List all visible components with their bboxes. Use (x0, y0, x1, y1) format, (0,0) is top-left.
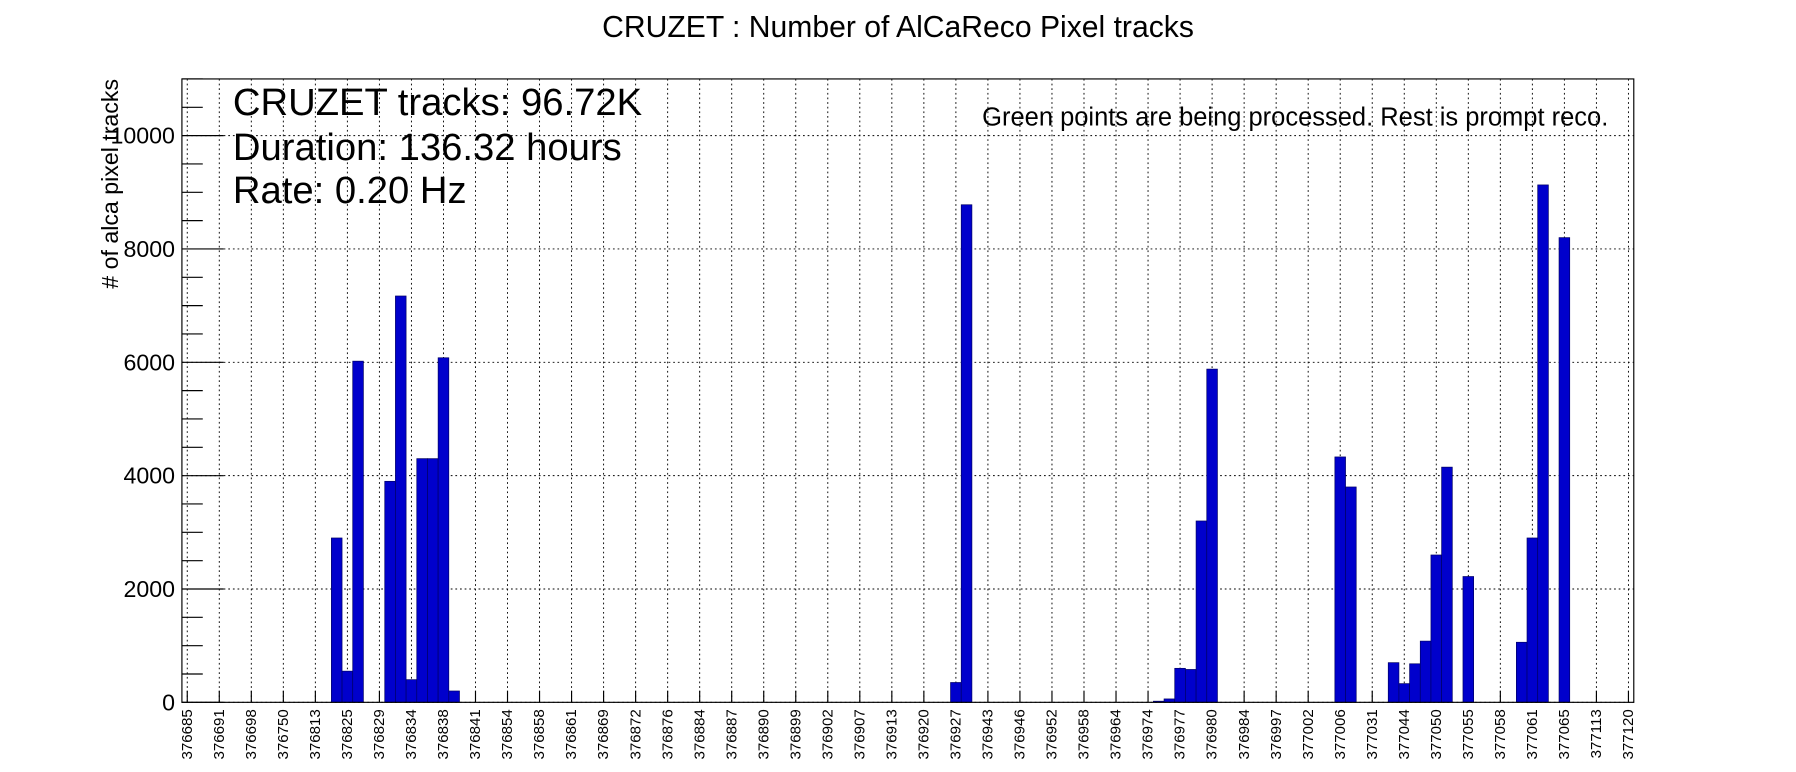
x-tick-label: 377061 (1524, 709, 1541, 759)
bar (1441, 466, 1453, 703)
bar (1462, 576, 1474, 703)
bar (395, 295, 407, 703)
bar (1387, 662, 1400, 703)
bar (384, 480, 396, 703)
x-tick-label: 376974 (1140, 709, 1157, 759)
x-tick-label: 376946 (1012, 709, 1029, 759)
x-tick-label: 376834 (403, 709, 420, 759)
x-tick-label: 377031 (1364, 709, 1381, 759)
x-tick-label: 376902 (819, 709, 836, 759)
x-tick-label: 376858 (531, 709, 548, 759)
x-tick-label: 377055 (1460, 709, 1477, 759)
x-tick-label: 376887 (723, 709, 740, 759)
bar (1195, 520, 1208, 703)
x-tick-label: 376884 (691, 709, 708, 759)
x-tick-label: 376964 (1108, 709, 1125, 759)
bar (1558, 237, 1571, 703)
x-tick-label: 376977 (1172, 709, 1189, 759)
x-tick-label: 376872 (627, 709, 644, 759)
x-tick-label: 376861 (563, 709, 580, 759)
x-tick-label: 376927 (948, 709, 965, 759)
x-tick-label: 376943 (980, 709, 997, 759)
frame (181, 78, 1635, 703)
y-tick-label: 4000 (123, 463, 175, 489)
x-tick-label: 377050 (1428, 709, 1445, 759)
bar (1419, 640, 1432, 703)
x-tick-label: 376920 (915, 709, 932, 759)
x-tick-label: 376854 (499, 709, 516, 759)
x-tick-label: 376899 (787, 709, 804, 759)
bar (427, 458, 439, 703)
bar (1334, 456, 1346, 703)
y-tick-label: 10000 (111, 123, 175, 149)
bar (352, 360, 364, 703)
x-tick-label: 376980 (1204, 709, 1221, 759)
stats-line: Rate: 0.20 Hz (233, 169, 467, 212)
x-tick-label: 377120 (1620, 709, 1637, 759)
x-tick-label: 376829 (371, 709, 388, 759)
x-tick-label: 376997 (1268, 709, 1285, 759)
bar (1430, 554, 1442, 703)
bar (1409, 663, 1421, 703)
x-tick-label: 376913 (883, 709, 900, 759)
x-tick-label: 376750 (275, 709, 292, 759)
y-tick-label: 2000 (123, 576, 175, 602)
x-tick-label: 377002 (1300, 709, 1317, 759)
x-tick-label: 376841 (467, 709, 484, 759)
x-tick-label: 377058 (1492, 709, 1509, 759)
plot-area: 376685 376691 376698 376750 376813 376825 3768… (111, 78, 1637, 759)
x-tick-label: 376907 (851, 709, 868, 759)
x-tick-label: 376869 (595, 709, 612, 759)
bar (1206, 368, 1218, 703)
bar (960, 204, 973, 703)
bar (1537, 184, 1549, 703)
y-tick-label: 0 (162, 689, 175, 715)
y-axis-label: # of alca pixel tracks (97, 79, 123, 289)
x-tick-label: 376698 (243, 709, 260, 759)
x-tick-label: 376876 (659, 709, 676, 759)
bar (1345, 486, 1357, 703)
bar (331, 537, 343, 703)
bar (341, 670, 354, 703)
bar (405, 679, 418, 703)
stats-line: CRUZET tracks: 96.72K (233, 81, 643, 124)
x-tick-label: 376890 (755, 709, 772, 759)
annotation: Green points are being processed. Rest i… (982, 103, 1608, 131)
x-tick-label: 377065 (1556, 709, 1573, 759)
bar (1526, 537, 1539, 703)
x-tick-label: 377044 (1396, 709, 1413, 759)
x-tick-label: 376813 (307, 709, 324, 759)
bar (950, 682, 962, 703)
x-tick-label: 376952 (1044, 709, 1061, 759)
bar (1185, 669, 1197, 703)
bar (416, 458, 428, 703)
stats-line: Duration: 136.32 hours (233, 126, 622, 169)
x-tick-label: 376838 (435, 709, 452, 759)
x-tick-label: 376958 (1076, 709, 1093, 759)
bar (1174, 667, 1186, 703)
x-tick-label: 377006 (1332, 709, 1349, 759)
chart-title: CRUZET : Number of AlCaReco Pixel tracks (602, 11, 1194, 44)
bar (437, 357, 450, 703)
bar (448, 690, 460, 703)
x-tick-label: 376691 (211, 709, 228, 759)
x-tick-label: 376984 (1236, 709, 1253, 759)
y-tick-label: 8000 (123, 236, 175, 262)
y-tick-label: 6000 (123, 349, 175, 375)
bar (1516, 641, 1528, 703)
x-tick-label: 377113 (1588, 709, 1605, 758)
bar (1398, 683, 1410, 703)
x-tick-label: 376825 (339, 709, 356, 759)
x-tick-label: 376685 (179, 709, 196, 759)
